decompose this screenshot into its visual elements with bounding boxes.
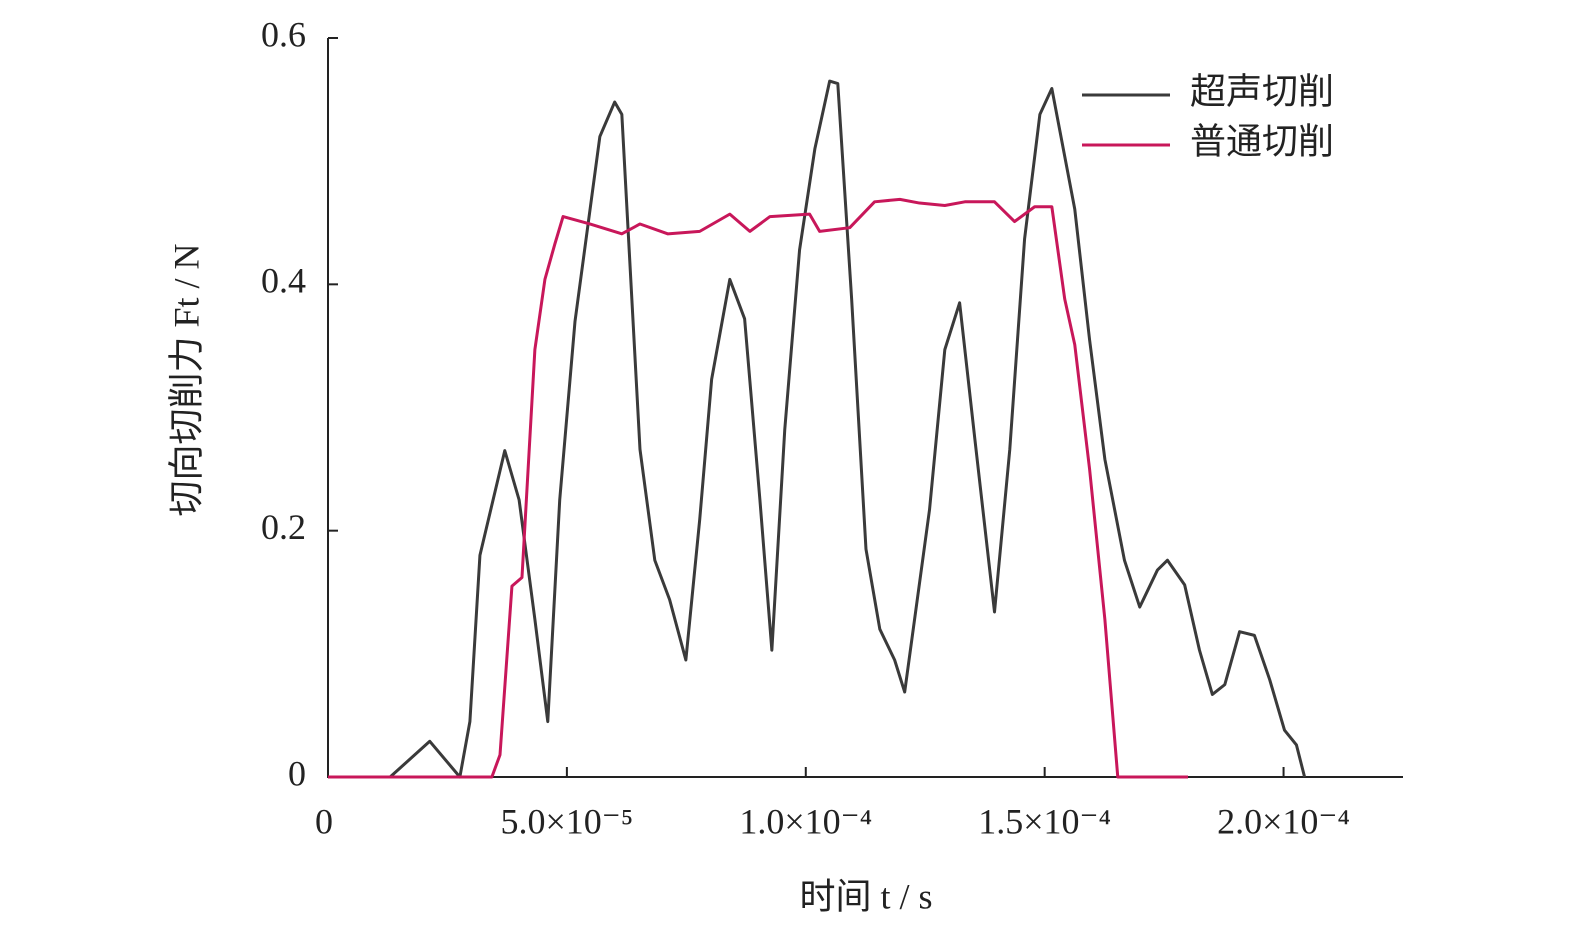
x-axis-label: 时间 t / s — [799, 876, 932, 916]
y-tick-label: 0.4 — [261, 261, 306, 301]
y-tick-label: 0 — [288, 753, 306, 793]
x-tick-label: 2.0×10⁻⁴ — [1217, 801, 1350, 841]
data-line — [328, 197, 1188, 779]
x-tick-label: 5.0×10⁻⁵ — [500, 801, 633, 841]
x-tick-label: 1.0×10⁻⁴ — [739, 801, 872, 841]
legend-label: 超声切削 — [1190, 71, 1334, 111]
data-line — [328, 79, 1307, 779]
x-tick-label: 1.5×10⁻⁴ — [978, 801, 1111, 841]
x-tick-label: 0 — [315, 801, 333, 841]
y-axis-label: 切向切削力 Ft / N — [166, 243, 206, 516]
y-tick-label: 0.6 — [261, 14, 306, 54]
legend-label: 普通切削 — [1190, 121, 1334, 161]
y-tick-label: 0.2 — [261, 507, 306, 547]
